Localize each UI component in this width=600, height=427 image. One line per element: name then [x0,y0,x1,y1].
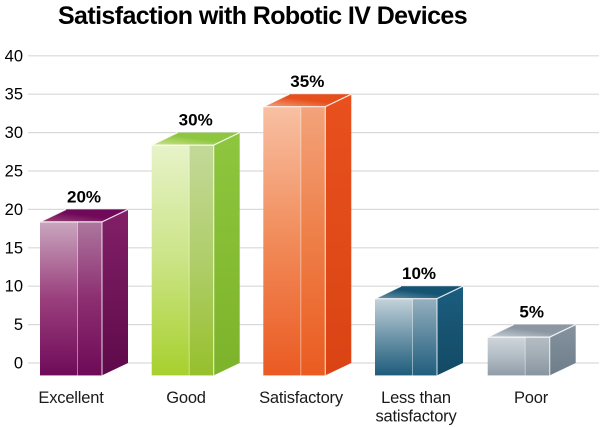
bar-satisfactory: 35% Satisfactory [259,72,352,407]
bar-front-face [487,337,550,376]
bar-front-face [151,145,214,376]
category-label-poor: Poor [514,389,549,407]
bar-top-face [487,324,576,338]
bar-side-face [102,209,128,376]
y-tick-label-30: 30 [5,124,23,142]
category-label-less-than-satisfactory: Less than [381,389,451,407]
y-tick-label-0: 0 [14,355,23,373]
bar-top-face [40,209,128,222]
value-label-poor: 5% [519,303,544,322]
bar-front-strip [189,145,214,376]
category-label-satisfactory: Satisfactory [259,389,344,407]
bar-poor: 5% Poor [487,303,576,407]
bar-edge-highlight [263,93,352,108]
category-label-less-than-satisfactory: satisfactory [375,408,457,426]
y-tick-label-20: 20 [5,201,23,219]
bar-edge-highlight [151,132,240,146]
bar-front-strip [77,221,102,376]
category-label-good: Good [166,389,206,407]
y-tick-label-15: 15 [5,239,23,257]
bar-front-face [375,298,437,376]
bar-top-face [375,286,463,299]
bar-side-face [213,132,240,376]
bar-front-strip [300,106,326,376]
value-label-good: 30% [179,111,213,130]
bar-side-face [437,286,463,376]
bar-top-face [263,94,352,107]
bar-side-face [549,324,576,376]
bar-excellent: 20% Excellent [38,187,129,407]
bar-side-face [325,94,352,376]
bar-front-face [40,221,102,376]
value-label-satisfactory: 35% [290,72,324,91]
y-tick-label-40: 40 [5,47,23,65]
y-tick-label-25: 25 [5,163,23,181]
bar-top-face [151,132,240,146]
bar-front-strip [412,298,437,376]
y-tick-label-35: 35 [5,86,23,104]
bar-good: 30% Good [151,111,240,407]
bar-edge-highlight [487,324,576,338]
category-label-excellent: Excellent [38,389,104,407]
bar-front-face [263,106,326,376]
bar-edge-highlight [374,285,464,300]
y-tick-label-10: 10 [5,278,23,296]
value-label-excellent: 20% [67,187,101,206]
chart-title: Satisfaction with Robotic IV Devices [57,2,468,30]
value-label-less-than-satisfactory: 10% [402,264,436,283]
y-tick-label-5: 5 [14,316,23,334]
bar-front-strip [525,337,550,376]
bar-edge-highlight [39,208,129,223]
